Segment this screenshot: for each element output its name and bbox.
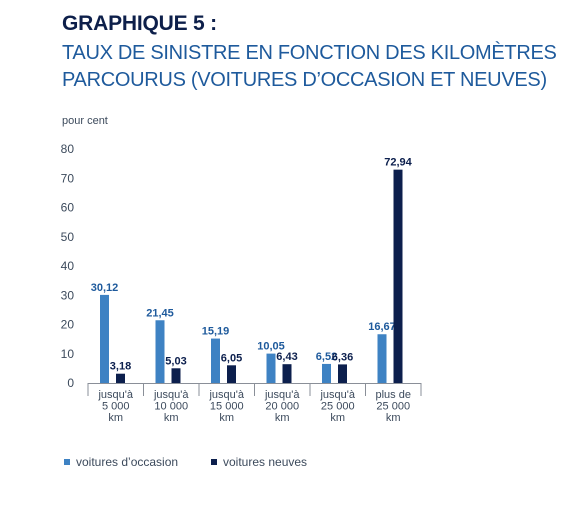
x-tick-label: jusqu'à (97, 389, 133, 401)
x-tick-label: 20 000 (265, 401, 299, 413)
x-tick-label: jusqu'à (208, 389, 244, 401)
x-tick-label: jusqu'à (264, 389, 300, 401)
y-tick-label: 70 (61, 171, 75, 185)
chart-title: GRAPHIQUE 5 : (62, 12, 217, 35)
x-tick-label: km (275, 412, 290, 424)
x-tick-label: km (386, 412, 401, 424)
legend-swatch-occasion (64, 459, 70, 465)
y-tick-label: 0 (67, 376, 74, 390)
legend-label-neuves: voitures neuves (223, 455, 308, 469)
x-tick-label: 5 000 (102, 401, 130, 413)
x-tick-label: 15 000 (210, 401, 244, 413)
x-tick-label: km (108, 412, 123, 424)
subtitle-line-1: TAUX DE SINISTRE EN FONCTION DES KILOMÈT… (62, 42, 557, 64)
data-label: 6,52 (316, 351, 337, 363)
data-label: 30,12 (91, 282, 119, 294)
x-tick-label: plus de (376, 389, 411, 401)
bar (100, 294, 109, 383)
bar (227, 365, 236, 383)
data-label: 15,19 (202, 326, 230, 338)
legend-item-neuves: voitures neuves (211, 455, 307, 469)
data-label: 72,94 (384, 157, 412, 169)
y-tick-label: 40 (61, 259, 75, 273)
x-tick-label: 10 000 (154, 401, 188, 413)
y-tick-label: 10 (61, 347, 75, 361)
x-tick-label: jusqu'à (319, 389, 355, 401)
y-tick-label: 80 (61, 142, 75, 156)
bar (338, 364, 347, 383)
bar (155, 320, 165, 383)
bar (266, 353, 276, 383)
y-tick-label: 20 (61, 318, 75, 332)
y-tick-label: 60 (61, 201, 75, 215)
x-tick-label: jusqu'à (153, 389, 189, 401)
bar (322, 363, 331, 383)
bar (171, 368, 181, 383)
data-label: 16,67 (368, 321, 396, 333)
x-tick-label: km (330, 412, 345, 424)
data-label: 10,05 (257, 341, 285, 353)
x-tick-label: 25 000 (376, 401, 410, 413)
subtitle-line-2: PARCOURUS (VOITURES D’OCCASION ET NEUVES… (62, 69, 547, 91)
data-label: 21,45 (146, 307, 174, 319)
legend-label-occasion: voitures d’occasion (76, 455, 179, 469)
y-tick-label: 50 (61, 230, 75, 244)
data-label: 6,43 (276, 351, 297, 363)
bar (116, 373, 125, 383)
x-tick-label: km (164, 412, 179, 424)
bar (282, 364, 292, 383)
x-tick-label: km (219, 412, 234, 424)
legend-swatch-neuves (211, 459, 217, 465)
data-label: 3,18 (110, 361, 131, 373)
x-tick-label: 25 000 (321, 401, 355, 413)
bar (377, 334, 387, 383)
data-label: 6,05 (221, 352, 242, 364)
data-label: 5,03 (165, 355, 186, 367)
bar (211, 338, 220, 383)
bar (393, 169, 403, 383)
data-label: 6,36 (332, 351, 353, 363)
chart-subtitle: TAUX DE SINISTRE EN FONCTION DES KILOMÈT… (62, 40, 567, 94)
legend-item-occasion: voitures d’occasion (64, 455, 178, 469)
y-tick-label: 30 (61, 288, 75, 302)
y-axis-label: pour cent (62, 115, 108, 127)
